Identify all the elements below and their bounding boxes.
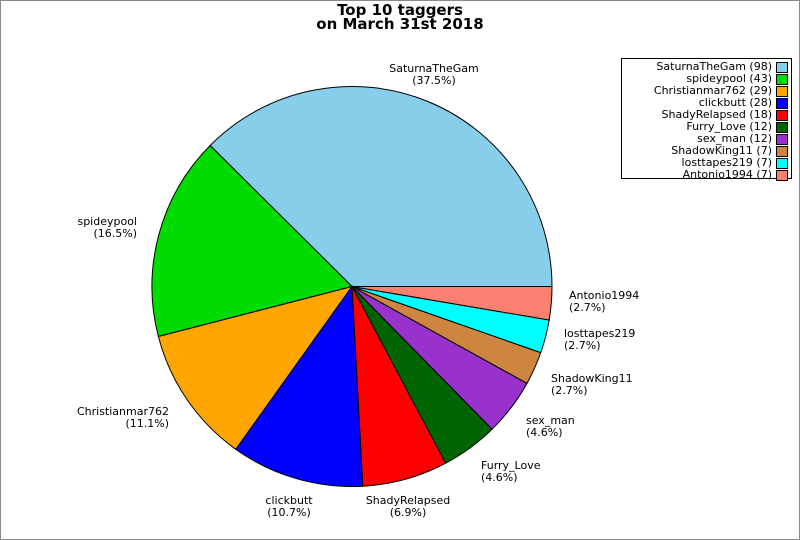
slice-label-percent: (4.6%) — [481, 470, 518, 484]
chart-title-line2: on March 31st 2018 — [316, 15, 484, 33]
slice-label-percent: (6.9%) — [389, 505, 427, 519]
legend-color-swatch — [776, 133, 788, 145]
slice-label-name: Furry_Love — [481, 459, 541, 472]
pie-slice-Antonio1994 — [351, 286, 553, 321]
chart-title-line1: Top 10 taggers — [337, 1, 463, 19]
slice-label-Christianmar762: Christianmar762 (11.1%) — [77, 406, 169, 429]
legend-label: spideypool (43) — [686, 72, 772, 85]
legend-row-spideypool: spideypool (43) — [622, 73, 791, 85]
slice-label-name: ShadyRelapsed — [365, 494, 451, 507]
slice-label-spideypool: spideypool (16.5%) — [77, 216, 137, 239]
legend-label: sex_man (12) — [697, 132, 772, 145]
slice-label-percent: (2.7%) — [551, 383, 588, 397]
slice-label-Antonio1994: Antonio1994 (2.7%) — [569, 290, 639, 313]
legend-row-Christianmar762: Christianmar762 (29) — [622, 85, 791, 97]
pie-slice-Christianmar762 — [157, 285, 354, 450]
slice-label-ShadyRelapsed: ShadyRelapsed (6.9%) — [366, 495, 450, 518]
legend-label: losttapes219 (7) — [681, 156, 772, 169]
slice-label-name: spideypool — [77, 215, 137, 228]
legend-label: clickbutt (28) — [698, 96, 772, 109]
slice-label-ShadowKing11: ShadowKing11 (2.7%) — [551, 373, 633, 396]
legend-label: ShadyRelapsed (18) — [661, 108, 772, 121]
legend-color-swatch — [776, 145, 788, 157]
pie-slice-spideypool — [151, 144, 353, 338]
legend-label: SaturnaTheGam (98) — [656, 60, 772, 73]
slice-label-name: SaturnaTheGam — [389, 62, 479, 75]
slice-label-name: losttapes219 — [564, 327, 636, 340]
slice-label-losttapes219: losttapes219 (2.7%) — [564, 328, 635, 351]
legend-row-clickbutt: clickbutt (28) — [622, 97, 791, 109]
legend-box: SaturnaTheGam (98) spideypool (43) Christi… — [621, 58, 792, 181]
slice-label-Furry_Love: Furry_Love (4.6%) — [481, 460, 541, 483]
legend-color-swatch — [776, 61, 788, 73]
slice-label-name: ShadowKing11 — [551, 372, 633, 385]
slice-label-name: Antonio1994 — [569, 289, 640, 302]
legend-color-swatch — [776, 73, 788, 85]
legend-color-swatch — [776, 169, 788, 181]
slice-label-name: sex_man — [526, 414, 575, 427]
legend-row-sex_man: sex_man (12) — [622, 133, 791, 145]
legend-row-Furry_Love: Furry_Love (12) — [622, 121, 791, 133]
slice-label-clickbutt: clickbutt (10.7%) — [265, 495, 312, 518]
slice-label-SaturnaTheGam: SaturnaTheGam (37.5%) — [389, 63, 479, 86]
slice-label-name: clickbutt — [265, 494, 313, 507]
legend-label: Antonio1994 (7) — [682, 168, 772, 181]
legend-label: Christianmar762 (29) — [653, 84, 772, 97]
slice-label-percent: (2.7%) — [569, 300, 606, 314]
legend-color-swatch — [776, 109, 788, 121]
legend-label: Furry_Love (12) — [686, 120, 772, 133]
slice-label-percent: (37.5%) — [412, 73, 456, 87]
legend-color-swatch — [776, 85, 788, 97]
slice-label-percent: (2.7%) — [564, 338, 601, 352]
legend-color-swatch — [776, 157, 788, 169]
pie-slice-clickbutt — [235, 285, 364, 488]
legend-row-Antonio1994: Antonio1994 (7) — [622, 169, 791, 181]
legend-row-losttapes219: losttapes219 (7) — [622, 157, 791, 169]
legend-row-ShadyRelapsed: ShadyRelapsed (18) — [622, 109, 791, 121]
slice-label-sex_man: sex_man (4.6%) — [526, 415, 575, 438]
legend-row-SaturnaTheGam: SaturnaTheGam (98) — [622, 61, 791, 73]
slice-label-name: Christianmar762 — [76, 405, 169, 418]
slice-label-percent: (16.5%) — [93, 226, 137, 240]
slice-label-percent: (4.6%) — [526, 425, 563, 439]
slice-label-percent: (10.7%) — [267, 505, 311, 519]
pie-slice-SaturnaTheGam — [209, 86, 553, 287]
legend-row-ShadowKing11: ShadowKing11 (7) — [622, 145, 791, 157]
legend-label: ShadowKing11 (7) — [671, 144, 772, 157]
slice-label-percent: (11.1%) — [125, 416, 169, 430]
chart-title: Top 10 taggers on March 31st 2018 — [1, 1, 799, 33]
legend-color-swatch — [776, 97, 788, 109]
legend-color-swatch — [776, 121, 788, 133]
